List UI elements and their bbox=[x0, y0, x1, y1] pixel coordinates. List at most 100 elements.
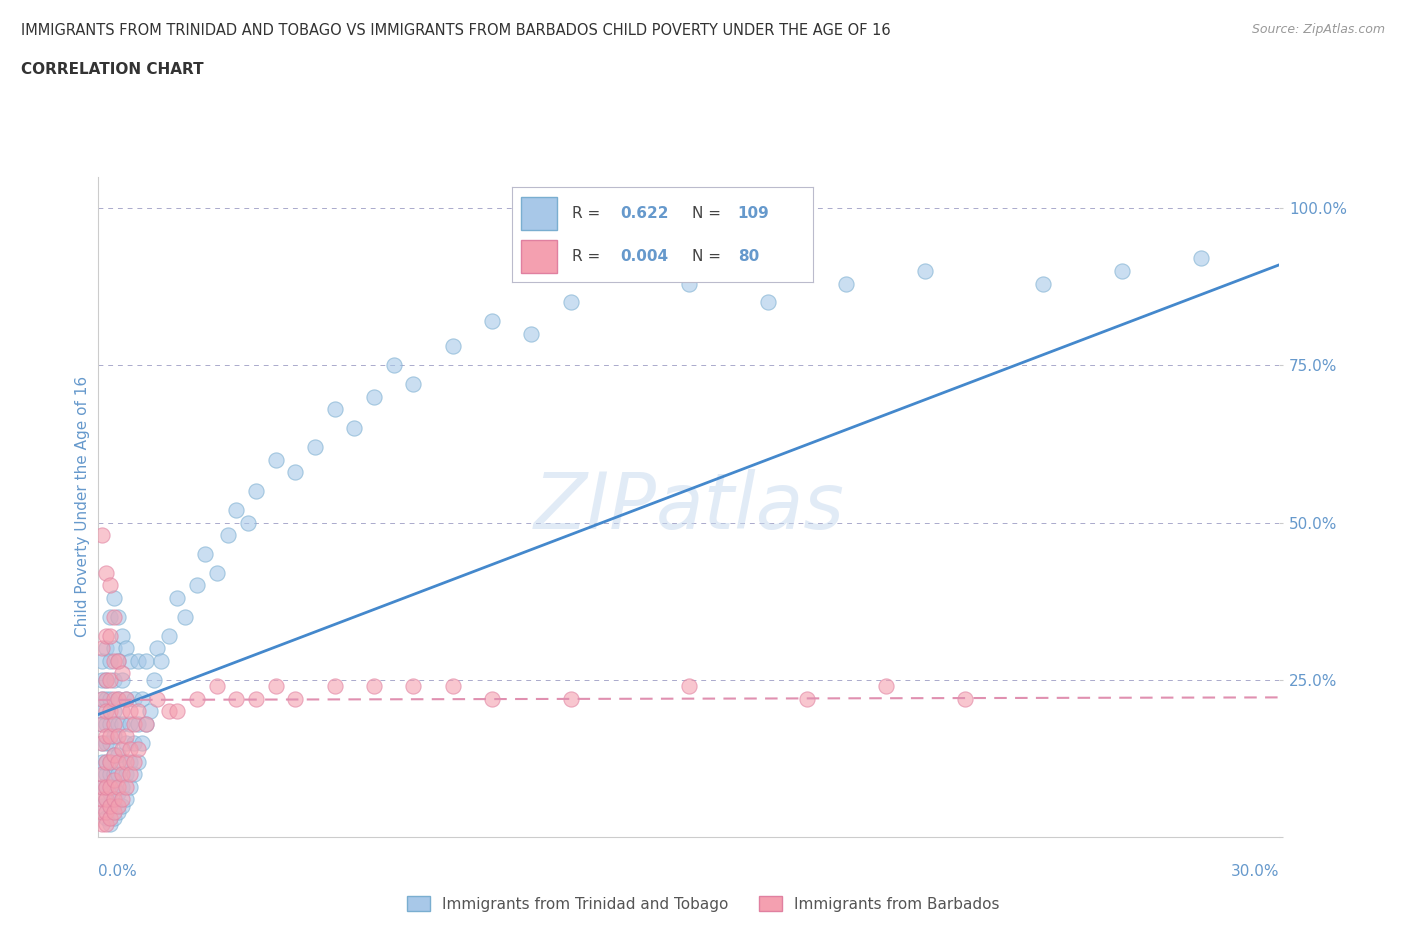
Point bbox=[118, 779, 141, 794]
Text: Source: ZipAtlas.com: Source: ZipAtlas.com bbox=[1251, 23, 1385, 36]
Point bbox=[107, 609, 129, 624]
Point bbox=[111, 766, 134, 781]
Point bbox=[111, 798, 134, 813]
Point bbox=[91, 736, 114, 751]
Point bbox=[111, 741, 134, 756]
Point bbox=[264, 452, 287, 467]
Point bbox=[135, 716, 157, 731]
Point bbox=[122, 716, 145, 731]
Point bbox=[103, 729, 125, 744]
Point bbox=[678, 679, 700, 694]
Point bbox=[217, 527, 239, 542]
Text: R =: R = bbox=[572, 206, 600, 221]
Point bbox=[96, 629, 118, 644]
Point bbox=[96, 729, 118, 744]
Point bbox=[91, 736, 114, 751]
Point bbox=[157, 629, 180, 644]
Point bbox=[91, 704, 114, 719]
Text: 80: 80 bbox=[738, 249, 759, 264]
Point bbox=[98, 786, 121, 801]
Text: N =: N = bbox=[693, 206, 721, 221]
Text: IMMIGRANTS FROM TRINIDAD AND TOBAGO VS IMMIGRANTS FROM BARBADOS CHILD POVERTY UN: IMMIGRANTS FROM TRINIDAD AND TOBAGO VS I… bbox=[21, 23, 891, 38]
Point bbox=[103, 811, 125, 826]
Point bbox=[96, 736, 118, 751]
Text: R =: R = bbox=[572, 249, 600, 264]
Point bbox=[103, 704, 125, 719]
Point bbox=[343, 420, 366, 435]
Point bbox=[91, 791, 114, 806]
Point bbox=[103, 779, 125, 794]
Point bbox=[107, 766, 129, 781]
Point bbox=[96, 817, 118, 831]
Point bbox=[91, 691, 114, 706]
Text: 0.622: 0.622 bbox=[620, 206, 669, 221]
Point bbox=[98, 629, 121, 644]
Point bbox=[678, 276, 700, 291]
Point bbox=[363, 390, 385, 405]
Point bbox=[98, 811, 121, 826]
Point bbox=[111, 754, 134, 769]
Point bbox=[115, 691, 138, 706]
Point bbox=[103, 748, 125, 763]
Point bbox=[96, 754, 118, 769]
Point bbox=[111, 704, 134, 719]
Point bbox=[186, 691, 208, 706]
Point bbox=[91, 804, 114, 819]
Text: CORRELATION CHART: CORRELATION CHART bbox=[21, 62, 204, 77]
Text: 0.004: 0.004 bbox=[620, 249, 668, 264]
Point bbox=[96, 704, 118, 719]
Point bbox=[91, 754, 114, 769]
Point bbox=[91, 691, 114, 706]
Point bbox=[796, 691, 818, 706]
Point bbox=[91, 766, 114, 781]
Point bbox=[98, 754, 121, 769]
Point bbox=[118, 766, 141, 781]
Point bbox=[98, 672, 121, 687]
Bar bbox=[520, 240, 557, 272]
Point bbox=[91, 798, 114, 813]
Point bbox=[166, 591, 188, 605]
Point bbox=[245, 691, 267, 706]
Point bbox=[127, 716, 149, 731]
Point bbox=[103, 654, 125, 669]
Point bbox=[107, 654, 129, 669]
Point bbox=[103, 691, 125, 706]
Point bbox=[96, 672, 118, 687]
Point bbox=[107, 779, 129, 794]
Text: 30.0%: 30.0% bbox=[1232, 864, 1279, 879]
Point bbox=[323, 679, 346, 694]
Point bbox=[98, 736, 121, 751]
Text: 0.0%: 0.0% bbox=[98, 864, 138, 879]
Point bbox=[98, 729, 121, 744]
Point bbox=[236, 515, 259, 530]
Point bbox=[103, 804, 125, 819]
Point bbox=[107, 798, 129, 813]
Point bbox=[205, 565, 228, 580]
Text: N =: N = bbox=[693, 249, 721, 264]
Point bbox=[103, 798, 125, 813]
Point bbox=[91, 779, 114, 794]
Point bbox=[118, 704, 141, 719]
Point bbox=[98, 766, 121, 781]
Point bbox=[103, 591, 125, 605]
Point bbox=[98, 798, 121, 813]
Point bbox=[441, 339, 464, 354]
Point bbox=[560, 691, 582, 706]
Point bbox=[103, 766, 125, 781]
Point bbox=[115, 754, 138, 769]
Bar bbox=[520, 197, 557, 230]
Point bbox=[96, 691, 118, 706]
Point bbox=[103, 641, 125, 656]
Point bbox=[127, 704, 149, 719]
Point bbox=[98, 578, 121, 593]
Point bbox=[225, 691, 247, 706]
Point bbox=[135, 654, 157, 669]
Point bbox=[402, 679, 425, 694]
Point bbox=[115, 691, 138, 706]
Point bbox=[122, 766, 145, 781]
Point bbox=[323, 402, 346, 417]
Point bbox=[138, 704, 160, 719]
Point bbox=[107, 691, 129, 706]
Point bbox=[91, 716, 114, 731]
Point bbox=[91, 527, 114, 542]
